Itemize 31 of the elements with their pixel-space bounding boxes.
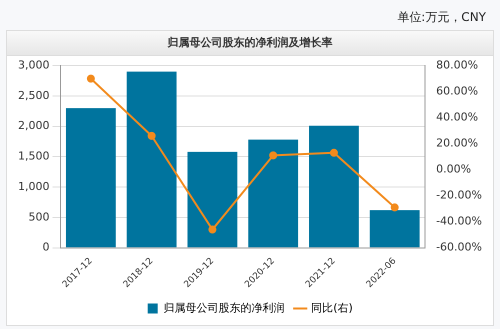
point — [86, 74, 95, 83]
point — [269, 151, 278, 160]
y2-tick-label: 40.00% — [436, 110, 478, 124]
bar — [248, 140, 298, 248]
point — [148, 132, 156, 140]
y2-tick-label: 80.00% — [436, 58, 478, 72]
bar — [126, 72, 177, 248]
y2-tick-label: -60.00% — [436, 240, 482, 254]
text: 单位:万元，CNY — [397, 8, 486, 26]
y2-tick-label: 60.00% — [436, 84, 478, 98]
point — [208, 226, 216, 234]
y-tick-label: 0 — [42, 240, 50, 254]
point — [390, 203, 399, 212]
y-tick-label: 1,500 — [18, 150, 50, 163]
y2-tick-label: -40.00% — [436, 214, 482, 228]
legend-label: 归属母公司股东的净利润 — [164, 301, 285, 314]
y-tick-label: 2,000 — [18, 119, 50, 132]
y-tick-label: 2,500 — [18, 88, 50, 102]
y2-tick-label: -20.00% — [436, 188, 482, 202]
y2-tick-label: 0.00% — [436, 162, 472, 176]
legend-label: 同比(右) — [311, 301, 353, 314]
y-tick-label: 500 — [28, 210, 50, 224]
chart-title: 归属母公司股东的净利润及增长率 — [7, 31, 493, 56]
bar — [309, 126, 359, 248]
y2-tick-label: 20.00% — [436, 136, 478, 150]
point — [330, 148, 338, 157]
y-tick-label: 1,000 — [18, 180, 50, 193]
bar — [370, 210, 420, 248]
bar — [187, 152, 238, 248]
bar — [66, 108, 116, 248]
y-tick-label: 3,000 — [18, 58, 50, 72]
